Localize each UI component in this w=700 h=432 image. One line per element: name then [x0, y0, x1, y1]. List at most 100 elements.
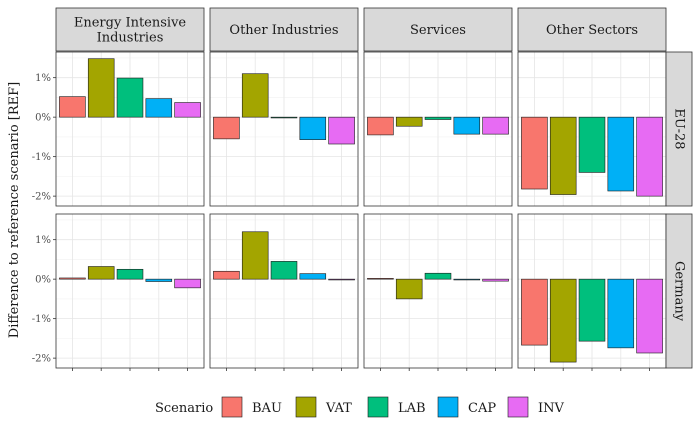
bar-lab — [116, 77, 144, 118]
bar-cap — [607, 116, 635, 192]
legend-item-cap: CAP — [437, 396, 496, 418]
strip-background — [517, 7, 667, 52]
panel-0-2 — [363, 51, 513, 207]
y-axes-layer: 1% 0% -1% -2% 1% 0% -1% -2% — [32, 73, 650, 371]
strip-label: Industries — [97, 31, 164, 46]
legend-key — [437, 396, 459, 418]
bar-lab — [578, 116, 606, 173]
bar-vat — [395, 116, 423, 127]
bar-lab — [116, 268, 144, 280]
bar-inv — [328, 116, 355, 145]
legend-key — [507, 396, 529, 418]
bar-vat — [87, 58, 115, 118]
legend-label: CAP — [468, 401, 496, 416]
strip-label: EU-28 — [672, 108, 687, 149]
bar-bau — [521, 116, 548, 190]
legend: Scenario BAU VAT LAB CAP INV — [155, 396, 565, 418]
bar-vat — [241, 73, 269, 118]
bar-cap — [145, 278, 173, 282]
legend-label: BAU — [252, 401, 282, 416]
strip-background — [665, 51, 693, 207]
bar-bau — [521, 278, 548, 346]
bar-bau — [59, 96, 86, 118]
legend-key — [221, 396, 243, 418]
panel-0-3 — [517, 51, 667, 207]
y-tick-label: 0% — [35, 275, 51, 286]
bar-inv — [174, 278, 201, 289]
y-tick-label: 0% — [35, 113, 51, 124]
panel-1-0 — [55, 213, 205, 369]
bar-inv — [174, 102, 201, 118]
strip-row-1: Germany — [665, 213, 693, 369]
bar-inv — [328, 278, 355, 281]
bar-cap — [453, 278, 481, 281]
strip-background — [363, 7, 513, 52]
strip-label: Other Industries — [229, 23, 338, 38]
strip-column-1: Other Industries — [209, 7, 359, 52]
legend-key — [367, 396, 389, 418]
y-tick-label: -1% — [32, 314, 51, 325]
y-tick-label: 1% — [35, 73, 51, 84]
strip-column-3: Other Sectors — [517, 7, 667, 52]
bar-cap — [453, 116, 481, 135]
bar-vat — [549, 116, 577, 195]
bar-lab — [424, 116, 452, 120]
panel-border — [55, 51, 205, 207]
strip-row-0: EU-28 — [665, 51, 693, 207]
legend-item-vat: VAT — [295, 396, 352, 418]
strip-background — [209, 7, 359, 52]
bar-vat — [241, 231, 269, 280]
bar-lab — [270, 261, 298, 280]
bar-vat — [549, 278, 577, 363]
strip-background — [665, 213, 693, 369]
bar-cap — [299, 116, 327, 140]
bar-inv — [482, 278, 509, 282]
bar-vat — [87, 266, 115, 280]
bar-inv — [482, 116, 509, 135]
legend-title: Scenario — [155, 401, 213, 416]
strip-label: Germany — [672, 261, 687, 322]
y-tick-label: -2% — [32, 354, 51, 365]
bar-cap — [299, 273, 327, 280]
bar-lab — [578, 278, 606, 342]
panel-1-2 — [363, 213, 513, 369]
panel-border — [209, 51, 359, 207]
bar-lab — [424, 272, 452, 280]
panels-layer — [55, 51, 667, 369]
bar-inv — [636, 278, 663, 354]
bar-bau — [367, 116, 394, 136]
legend-item-inv: INV — [507, 396, 565, 418]
panel-1-3 — [517, 213, 667, 369]
legend-label: INV — [538, 401, 565, 416]
bar-lab — [270, 116, 298, 119]
y-tick-label: -2% — [32, 192, 51, 203]
panel-1-1 — [209, 213, 359, 369]
legend-label: VAT — [325, 401, 352, 416]
legend-item-lab: LAB — [367, 396, 426, 418]
strip-label: Energy Intensive — [74, 16, 187, 31]
bar-bau — [213, 270, 240, 280]
bar-bau — [367, 278, 394, 280]
bar-bau — [59, 277, 86, 280]
bar-cap — [607, 278, 635, 349]
panel-0-1 — [209, 51, 359, 207]
y-tick-label: -1% — [32, 152, 51, 163]
legend-label: LAB — [398, 401, 426, 416]
bar-inv — [636, 116, 663, 197]
strip-background — [55, 7, 205, 52]
strip-column-2: Services — [363, 7, 513, 52]
bar-vat — [395, 278, 423, 300]
strip-label: Services — [410, 23, 466, 38]
legend-key — [295, 396, 317, 418]
y-tick-label: 1% — [35, 235, 51, 246]
legend-item-bau: BAU — [221, 396, 282, 418]
bar-bau — [213, 116, 240, 140]
strip-label: Other Sectors — [546, 23, 638, 38]
panel-0-0 — [55, 51, 205, 207]
y-axis-title: Difference to reference scenario [REF] — [7, 82, 22, 338]
panel-border — [363, 51, 513, 207]
bar-cap — [145, 98, 173, 118]
